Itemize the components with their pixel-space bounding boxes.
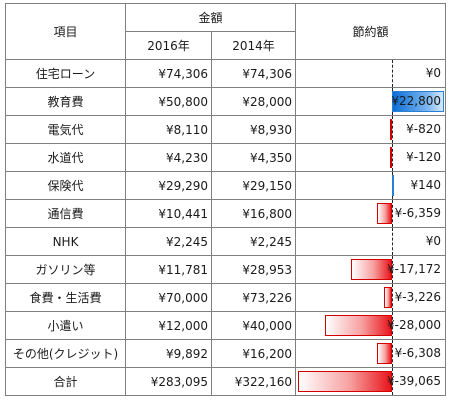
header-year-2016[interactable]: 2016年 — [125, 31, 212, 60]
databar-negative — [298, 371, 392, 392]
cell-savings[interactable]: ¥-28,000 — [295, 311, 446, 340]
cell-2016[interactable]: ¥70,000 — [125, 283, 212, 312]
cell-item[interactable]: NHK — [5, 227, 126, 256]
cell-2016[interactable]: ¥9,892 — [125, 339, 212, 368]
savings-value: ¥-17,172 — [387, 262, 441, 276]
databar-axis — [392, 340, 393, 367]
databar-axis — [392, 144, 393, 171]
databar-axis — [392, 368, 393, 395]
databar-axis — [392, 256, 393, 283]
cell-2016[interactable]: ¥2,245 — [125, 227, 212, 256]
cell-2016[interactable]: ¥8,110 — [125, 115, 212, 144]
table-row: 水道代 ¥4,230 ¥4,350 ¥-120 — [5, 143, 446, 172]
cell-2014[interactable]: ¥8,930 — [211, 115, 296, 144]
savings-value: ¥22,800 — [391, 94, 441, 108]
cell-2014[interactable]: ¥4,350 — [211, 143, 296, 172]
header-amount-group[interactable]: 金額 — [125, 3, 296, 32]
cell-item[interactable]: 住宅ローン — [5, 59, 126, 88]
cell-2016[interactable]: ¥4,230 — [125, 143, 212, 172]
table-row: ガソリン等 ¥11,781 ¥28,953 ¥-17,172 — [5, 255, 446, 284]
savings-value: ¥-3,226 — [394, 290, 441, 304]
cell-item[interactable]: 保険代 — [5, 171, 126, 200]
cell-2016[interactable]: ¥283,095 — [125, 367, 212, 396]
cell-savings[interactable]: ¥22,800 — [295, 87, 446, 116]
cell-savings[interactable]: ¥-39,065 — [295, 367, 446, 396]
cell-savings[interactable]: ¥140 — [295, 171, 446, 200]
cell-2016[interactable]: ¥50,800 — [125, 87, 212, 116]
table-row: 通信費 ¥10,441 ¥16,800 ¥-6,359 — [5, 199, 446, 228]
databar-axis — [392, 60, 393, 87]
cell-item[interactable]: 水道代 — [5, 143, 126, 172]
savings-table: 項目 金額 節約額 2016年 2014年 住宅ローン ¥74,306 ¥74,30… — [5, 3, 446, 396]
cell-savings[interactable]: ¥-3,226 — [295, 283, 446, 312]
databar-negative — [390, 119, 392, 140]
databar-negative — [377, 343, 392, 364]
cell-item[interactable]: ガソリン等 — [5, 255, 126, 284]
table-row: 合計 ¥283,095 ¥322,160 ¥-39,065 — [5, 367, 446, 396]
databar-positive — [392, 175, 394, 196]
databar-axis — [392, 200, 393, 227]
savings-value: ¥-820 — [406, 122, 441, 136]
databar-axis — [392, 116, 393, 143]
savings-value: ¥-6,308 — [394, 346, 441, 360]
table-body: 住宅ローン ¥74,306 ¥74,306 ¥0 教育費 ¥50,800 ¥28,000 ¥2… — [5, 59, 446, 396]
databar-negative — [351, 259, 392, 280]
savings-value: ¥-6,359 — [394, 206, 441, 220]
cell-item[interactable]: 教育費 — [5, 87, 126, 116]
databar-axis — [392, 312, 393, 339]
savings-value: ¥-28,000 — [387, 318, 441, 332]
savings-value: ¥0 — [425, 234, 441, 248]
savings-value: ¥0 — [425, 66, 441, 80]
table-row: 電気代 ¥8,110 ¥8,930 ¥-820 — [5, 115, 446, 144]
savings-value: ¥-120 — [406, 150, 441, 164]
cell-2016[interactable]: ¥11,781 — [125, 255, 212, 284]
cell-2014[interactable]: ¥28,000 — [211, 87, 296, 116]
databar-negative — [325, 315, 392, 336]
savings-value: ¥-39,065 — [387, 374, 441, 388]
databar-axis — [392, 228, 393, 255]
cell-2016[interactable]: ¥10,441 — [125, 199, 212, 228]
cell-savings[interactable]: ¥-6,359 — [295, 199, 446, 228]
cell-savings[interactable]: ¥0 — [295, 227, 446, 256]
cell-2014[interactable]: ¥40,000 — [211, 311, 296, 340]
cell-2014[interactable]: ¥73,226 — [211, 283, 296, 312]
cell-item[interactable]: 通信費 — [5, 199, 126, 228]
cell-2016[interactable]: ¥74,306 — [125, 59, 212, 88]
table-row: 住宅ローン ¥74,306 ¥74,306 ¥0 — [5, 59, 446, 88]
databar-positive — [392, 91, 444, 112]
cell-2014[interactable]: ¥16,200 — [211, 339, 296, 368]
cell-item[interactable]: 食費・生活費 — [5, 283, 126, 312]
cell-item[interactable]: 電気代 — [5, 115, 126, 144]
databar-axis — [392, 284, 393, 311]
databar-negative — [384, 287, 392, 308]
cell-2014[interactable]: ¥322,160 — [211, 367, 296, 396]
databar-negative — [377, 203, 392, 224]
table-row: 食費・生活費 ¥70,000 ¥73,226 ¥-3,226 — [5, 283, 446, 312]
cell-item[interactable]: 小遣い — [5, 311, 126, 340]
cell-2014[interactable]: ¥29,150 — [211, 171, 296, 200]
cell-2014[interactable]: ¥2,245 — [211, 227, 296, 256]
cell-savings[interactable]: ¥-120 — [295, 143, 446, 172]
cell-item[interactable]: 合計 — [5, 367, 126, 396]
table-row: 保険代 ¥29,290 ¥29,150 ¥140 — [5, 171, 446, 200]
cell-2014[interactable]: ¥74,306 — [211, 59, 296, 88]
cell-2014[interactable]: ¥28,953 — [211, 255, 296, 284]
cell-2016[interactable]: ¥12,000 — [125, 311, 212, 340]
table-row: NHK ¥2,245 ¥2,245 ¥0 — [5, 227, 446, 256]
table-row: 教育費 ¥50,800 ¥28,000 ¥22,800 — [5, 87, 446, 116]
table-row: 小遣い ¥12,000 ¥40,000 ¥-28,000 — [5, 311, 446, 340]
cell-item[interactable]: その他(クレジット) — [5, 339, 126, 368]
header-savings[interactable]: 節約額 — [295, 3, 446, 60]
savings-value: ¥140 — [410, 178, 441, 192]
table-row: その他(クレジット) ¥9,892 ¥16,200 ¥-6,308 — [5, 339, 446, 368]
header-item[interactable]: 項目 — [5, 3, 126, 60]
header-year-2014[interactable]: 2014年 — [211, 31, 296, 60]
cell-2016[interactable]: ¥29,290 — [125, 171, 212, 200]
cell-savings[interactable]: ¥-17,172 — [295, 255, 446, 284]
cell-savings[interactable]: ¥0 — [295, 59, 446, 88]
databar-negative — [390, 147, 392, 168]
cell-savings[interactable]: ¥-820 — [295, 115, 446, 144]
cell-savings[interactable]: ¥-6,308 — [295, 339, 446, 368]
cell-2014[interactable]: ¥16,800 — [211, 199, 296, 228]
